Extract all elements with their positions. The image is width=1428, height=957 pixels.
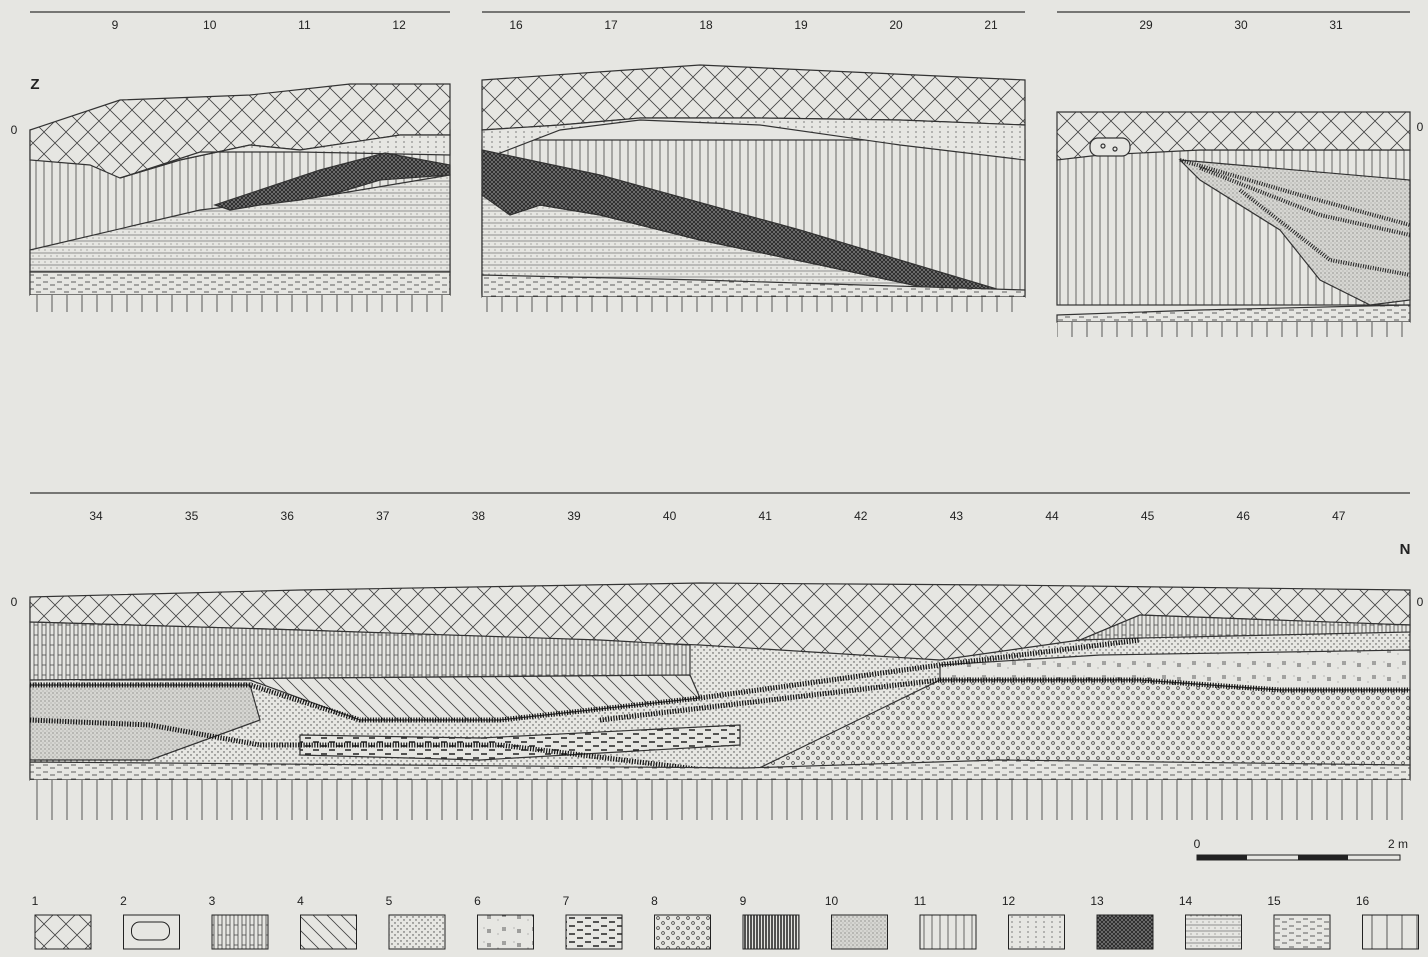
station-label: 17 xyxy=(604,18,618,32)
station-label: 47 xyxy=(1332,509,1346,523)
legend-number: 5 xyxy=(386,894,393,908)
scale-bar: 0 2 m xyxy=(1194,837,1408,861)
legend-number: 16 xyxy=(1356,894,1370,908)
legend-number: 1 xyxy=(32,894,39,908)
datum-label: 0 xyxy=(11,123,18,137)
legend-number: 4 xyxy=(297,894,304,908)
station-label: 10 xyxy=(203,18,217,32)
station-label: 30 xyxy=(1234,18,1248,32)
legend-number: 15 xyxy=(1267,894,1281,908)
legend-number: 10 xyxy=(825,894,839,908)
legend-number: 11 xyxy=(914,894,927,908)
legend-number: 13 xyxy=(1090,894,1104,908)
station-label: 21 xyxy=(984,18,998,32)
legend-swatch xyxy=(831,914,888,950)
legend-swatch xyxy=(300,914,357,950)
station-label: 40 xyxy=(663,509,677,523)
legend-swatch xyxy=(1273,914,1331,950)
station-label: 9 xyxy=(112,18,119,32)
legend: 1 2 3 4 5 6 7 8 9 10 11 12 13 14 15 16 xyxy=(32,894,1419,950)
station-label: 37 xyxy=(376,509,390,523)
scale-start: 0 xyxy=(1194,837,1201,851)
legend-number: 2 xyxy=(120,894,127,908)
legend-swatch xyxy=(211,914,269,950)
orientation-label: N xyxy=(1400,541,1411,558)
legend-number: 9 xyxy=(740,894,747,908)
legend-number: 12 xyxy=(1002,894,1016,908)
legend-number: 7 xyxy=(563,894,570,908)
station-label: 16 xyxy=(509,18,523,32)
station-label: 46 xyxy=(1237,509,1251,523)
station-label: 35 xyxy=(185,509,199,523)
legend-number: 14 xyxy=(1179,894,1193,908)
section-c xyxy=(1056,11,1411,337)
station-label: 44 xyxy=(1045,509,1059,523)
legend-swatch xyxy=(742,914,800,950)
station-label: 42 xyxy=(854,509,868,523)
datum-label: 0 xyxy=(1417,595,1424,609)
datum-label: 0 xyxy=(11,595,18,609)
station-label: 43 xyxy=(950,509,964,523)
legend-number: 6 xyxy=(474,894,481,908)
station-label: 39 xyxy=(567,509,581,523)
legend-swatch xyxy=(1185,914,1242,950)
station-label: 31 xyxy=(1329,18,1343,32)
legend-swatch xyxy=(565,914,623,950)
scale-end: 2 m xyxy=(1388,837,1408,851)
station-label: 29 xyxy=(1139,18,1153,32)
legend-swatch xyxy=(1008,914,1065,950)
station-label: 41 xyxy=(759,509,773,523)
datum-label: 0 xyxy=(1417,120,1424,134)
station-label: 45 xyxy=(1141,509,1155,523)
legend-number: 8 xyxy=(651,894,658,908)
station-label: 34 xyxy=(89,509,103,523)
legend-swatch xyxy=(388,914,446,950)
legend-swatch xyxy=(34,914,92,950)
station-label: 19 xyxy=(794,18,808,32)
section-a xyxy=(29,11,451,312)
orientation-label: Z xyxy=(30,76,39,93)
legend-swatch xyxy=(654,914,711,950)
station-label: 18 xyxy=(699,18,713,32)
station-label: 38 xyxy=(472,509,486,523)
legend-swatch xyxy=(1362,914,1419,950)
legend-number: 3 xyxy=(209,894,216,908)
station-label: 11 xyxy=(298,18,311,32)
legend-swatch xyxy=(131,921,170,941)
section-b xyxy=(481,11,1026,312)
legend-swatch xyxy=(919,914,977,950)
station-label: 12 xyxy=(392,18,406,32)
station-label: 20 xyxy=(889,18,903,32)
legend-swatch xyxy=(477,914,534,950)
station-label: 36 xyxy=(281,509,295,523)
legend-swatch xyxy=(1096,914,1154,950)
section-d xyxy=(29,492,1411,820)
